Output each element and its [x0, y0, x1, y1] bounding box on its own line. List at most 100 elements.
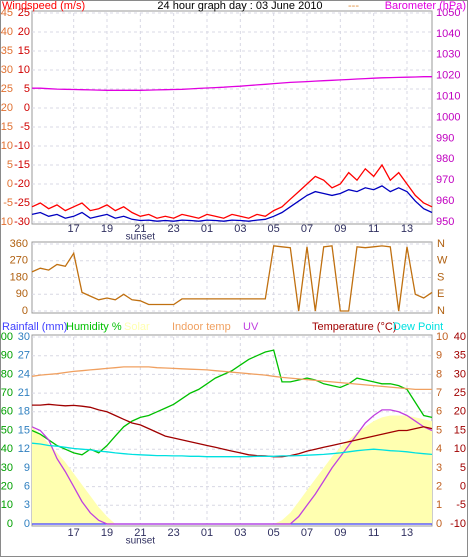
y-tick-label: 9 [24, 462, 30, 474]
x-tick-label: 03 [234, 527, 246, 539]
legend-entry: Temperature (°C) [312, 321, 396, 333]
legend-entry: Windspeed (m/s) [2, 0, 85, 12]
legend-entry: Dew Point [393, 321, 443, 333]
y-tick-label: 10 [454, 443, 466, 455]
x-tick-label: 03 [234, 223, 246, 235]
legend-label: --- [348, 0, 359, 12]
y-tick-label: S [437, 271, 444, 283]
y-tick-label: 30 [18, 331, 30, 343]
x-tick-label: 07 [301, 223, 313, 235]
y-tick-label: -10 [0, 216, 13, 228]
y-tick-label: E [437, 288, 444, 300]
line [31, 163, 433, 219]
y-tick-label: 25 [454, 387, 466, 399]
y-tick-label: 20 [1, 102, 13, 114]
y-tick-label: 970 [436, 174, 454, 186]
y-tick-label: 10 [18, 64, 30, 76]
y-tick-label: 25 [18, 7, 30, 19]
y-tick-label: 30 [454, 368, 466, 380]
x-tick-label: 17 [68, 223, 80, 235]
legend-entry: Barometer (hPa) [385, 0, 466, 12]
x-tick-label: 09 [334, 223, 346, 235]
x-tick-label: 01 [201, 527, 213, 539]
line [32, 76, 432, 91]
y-tick-label: 1010 [436, 91, 460, 103]
y-tick-label: 25 [1, 83, 13, 95]
y-tick-label: 45 [1, 7, 13, 19]
y-tick-label: 27 [18, 350, 30, 362]
y-tick-label: 20 [18, 26, 30, 38]
x-tick-label: 23 [168, 223, 180, 235]
y-tick-label: 18 [18, 406, 30, 418]
line [31, 409, 433, 525]
y-tick-label: 10 [436, 331, 448, 343]
y-tick-label: N [437, 238, 445, 250]
x-tick-label: 21 [134, 527, 146, 539]
plot-frame [31, 10, 433, 225]
y-tick-label: -20 [14, 178, 30, 190]
legend-entry: Rainfall (mm) [2, 321, 67, 333]
y-tick-label: 1020 [436, 70, 460, 82]
line [31, 185, 433, 222]
x-tick-label: 09 [334, 527, 346, 539]
x-tick-label: 21 [134, 223, 146, 235]
y-tick-label: 90 [1, 350, 13, 362]
area [32, 415, 432, 524]
y-tick-label: 3 [24, 499, 30, 511]
y-tick-label: 1030 [436, 49, 460, 61]
y-tick-label: 0 [436, 518, 442, 530]
y-tick-label: 0 [460, 481, 466, 493]
y-tick-label: W [437, 255, 448, 267]
y-tick-label: 35 [1, 45, 13, 57]
y-tick-label: 7 [436, 387, 442, 399]
y-tick-label: 21 [18, 387, 30, 399]
legend-entry: Humidity % [66, 321, 122, 333]
y-tick-label: 35 [454, 350, 466, 362]
legend-entry: Indoor temp [172, 321, 231, 333]
line [31, 349, 433, 456]
y-tick-label: 50 [1, 424, 13, 436]
y-tick-label: 80 [1, 368, 13, 380]
y-tick-label: N [437, 305, 445, 317]
x-tick-label: 23 [168, 527, 180, 539]
x-tick-label: 13 [401, 223, 413, 235]
y-tick-label: 90 [16, 288, 28, 300]
y-tick-label: 60 [1, 406, 13, 418]
y-tick-label: 990 [436, 132, 454, 144]
annotation: sunset [126, 232, 156, 243]
y-tick-label: -5 [3, 197, 13, 209]
y-tick-label: 12 [18, 443, 30, 455]
y-tick-label: 0 [7, 178, 13, 190]
y-tick-label: 5 [460, 462, 466, 474]
y-tick-label: 30 [1, 64, 13, 76]
y-tick-label: 15 [18, 424, 30, 436]
y-tick-label: 9 [436, 350, 442, 362]
y-tick-label: 5 [7, 159, 13, 171]
y-tick-label: 24 [18, 368, 30, 380]
y-tick-label: 5 [436, 424, 442, 436]
x-tick-label: 11 [368, 223, 379, 235]
y-tick-label: 15 [18, 45, 30, 57]
y-tick-label: 40 [454, 331, 466, 343]
y-tick-label: 960 [436, 195, 454, 207]
line [31, 245, 433, 312]
y-tick-label: 6 [436, 406, 442, 418]
x-tick-label: 05 [268, 527, 280, 539]
x-tick-label: 17 [68, 527, 80, 539]
chart-title: 24 hour graph day : 03 June 2010 [157, 0, 322, 12]
y-tick-label: 950 [436, 216, 454, 228]
y-tick-label: 1050 [436, 7, 460, 19]
y-tick-label: -10 [14, 140, 30, 152]
y-tick-label: -25 [14, 197, 30, 209]
y-tick-label: 180 [10, 271, 28, 283]
y-tick-label: 0 [7, 518, 13, 530]
y-tick-label: 980 [436, 153, 454, 165]
y-tick-label: -10 [450, 518, 466, 530]
y-tick-label: 10 [1, 140, 13, 152]
y-tick-label: 5 [24, 83, 30, 95]
y-tick-label: -5 [20, 121, 30, 133]
x-tick-label: 01 [201, 223, 213, 235]
x-tick-label: 13 [401, 527, 413, 539]
x-tick-label: 19 [101, 223, 113, 235]
